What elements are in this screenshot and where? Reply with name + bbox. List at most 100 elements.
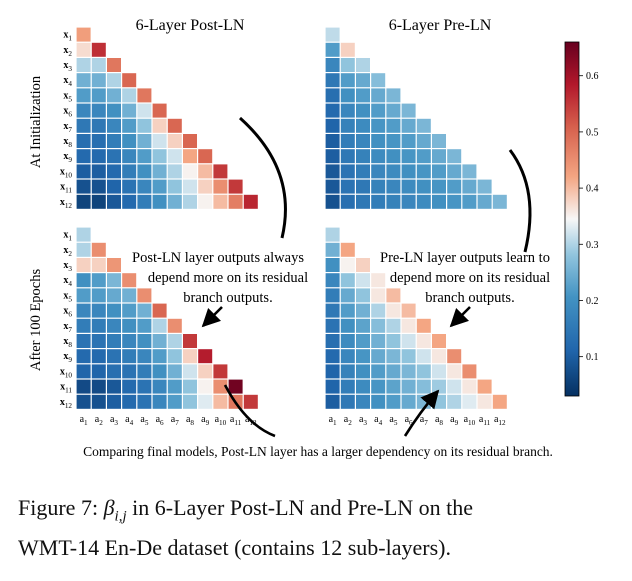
annotation-pre-ln-line1: Pre-LN layer outputs learn to — [380, 250, 550, 266]
heatmap-cell — [137, 349, 152, 364]
heatmap-cell — [401, 364, 416, 379]
annotation-post-ln: Post-LN layer outputs always depend more… — [132, 250, 308, 306]
heatmap-cell — [91, 194, 106, 209]
heatmap-cell — [325, 134, 340, 148]
heatmap-cell — [340, 58, 355, 72]
heatmap-cell — [325, 349, 340, 364]
heatmap-cell — [107, 273, 121, 288]
heatmap-cell — [152, 303, 167, 318]
heatmap-cell — [167, 134, 182, 148]
heatmap-cell — [167, 364, 182, 379]
heatmap-cell — [325, 394, 340, 409]
heatmap-cell — [386, 364, 401, 379]
heatmap-cell — [356, 364, 370, 379]
figure-canvas: 6-Layer Post-LN 6-Layer Pre-LN At Initia… — [28, 17, 599, 459]
heatmap-cell — [432, 149, 446, 164]
colorbar-tick-label: 0.2 — [586, 296, 599, 307]
heatmap-cell — [198, 164, 213, 179]
tick-label: x1 — [63, 230, 72, 243]
tick-label: x11 — [60, 382, 72, 395]
heatmap-cell — [107, 334, 121, 348]
heatmap-pre-ln-100-epochs — [325, 227, 507, 409]
heatmap-cell — [107, 394, 121, 409]
heatmap-cell — [477, 394, 492, 409]
heatmap-cell — [213, 394, 228, 409]
heatmap-cell — [340, 288, 355, 303]
heatmap-cell — [122, 118, 137, 133]
heatmap-cell — [371, 318, 386, 333]
heatmap-cell — [371, 149, 386, 164]
heatmap-cell — [152, 349, 167, 364]
heatmap-cell — [198, 349, 213, 364]
heatmap-cell — [447, 364, 462, 379]
heatmap-cell — [416, 118, 431, 133]
curve-arrow-pre-ln — [508, 149, 532, 253]
heatmap-cell — [76, 179, 91, 194]
tick-label: a9 — [201, 414, 209, 427]
heatmap-cell — [432, 194, 446, 209]
heatmap-cell — [340, 334, 355, 348]
heatmap-cell — [356, 164, 370, 179]
tick-label: x5 — [63, 90, 72, 103]
heatmap-cell — [152, 134, 167, 148]
heatmap-cell — [167, 179, 182, 194]
heatmap-cell — [462, 194, 477, 209]
heatmap-cell — [152, 379, 167, 394]
heatmap-cell — [91, 73, 106, 88]
heatmap-post-ln-100-epochs — [76, 227, 258, 409]
heatmap-cell — [356, 149, 370, 164]
heatmap-cell — [401, 134, 416, 148]
heatmap-cell — [183, 334, 197, 348]
heatmap-cell — [107, 288, 121, 303]
tick-label: x7 — [63, 321, 72, 334]
heatmap-cell — [167, 194, 182, 209]
heatmap-cell — [340, 179, 355, 194]
heatmap-cell — [183, 349, 197, 364]
heatmap-cell — [325, 42, 340, 57]
tick-label: a11 — [479, 414, 491, 427]
heatmap-cell — [167, 334, 182, 348]
heatmap-cell — [137, 334, 152, 348]
heatmap-cell — [137, 379, 152, 394]
heatmap-cell — [371, 288, 386, 303]
heatmap-cell — [198, 364, 213, 379]
heatmap-cell — [340, 103, 355, 118]
heatmap-cell — [152, 164, 167, 179]
heatmap-cell — [122, 334, 137, 348]
tick-label: a5 — [140, 414, 148, 427]
heatmap-cell — [91, 42, 106, 57]
heatmap-cell — [91, 164, 106, 179]
heatmap-cell — [386, 103, 401, 118]
heatmap-cell — [356, 118, 370, 133]
annotation-post-ln-line1: Post-LN layer outputs always — [132, 250, 304, 266]
heatmap-cell — [137, 194, 152, 209]
heatmap-cell — [183, 179, 197, 194]
heatmap-cell — [76, 27, 91, 42]
heatmap-cell — [340, 134, 355, 148]
heatmap-cell — [137, 179, 152, 194]
heatmap-cell — [76, 242, 91, 257]
heatmap-cell — [447, 179, 462, 194]
tick-label: a8 — [435, 414, 443, 427]
heatmap-cell — [76, 394, 91, 409]
heatmap-cell — [91, 134, 106, 148]
heatmap-cell — [91, 303, 106, 318]
heatmap-cell — [325, 103, 340, 118]
heatmap-cell — [477, 179, 492, 194]
colorbar-gradient — [564, 41, 580, 397]
heatmap-cell — [432, 379, 446, 394]
tick-label: x2 — [63, 245, 72, 258]
heatmap-cell — [325, 288, 340, 303]
tick-label: x3 — [63, 260, 72, 273]
curve-arrow-post-ln — [238, 116, 287, 239]
colorbar-tick-label: 0.1 — [586, 352, 599, 363]
panel-title-post-ln: 6-Layer Post-LN — [136, 17, 245, 34]
heatmap-cell — [107, 318, 121, 333]
heatmap-cell — [371, 194, 386, 209]
heatmap-cell — [416, 364, 431, 379]
heatmap-cell — [401, 379, 416, 394]
heatmap-cell — [122, 394, 137, 409]
colorbar-tick-label: 0.6 — [586, 71, 599, 82]
tick-label: a10 — [215, 414, 227, 427]
heatmap-cell — [356, 194, 370, 209]
